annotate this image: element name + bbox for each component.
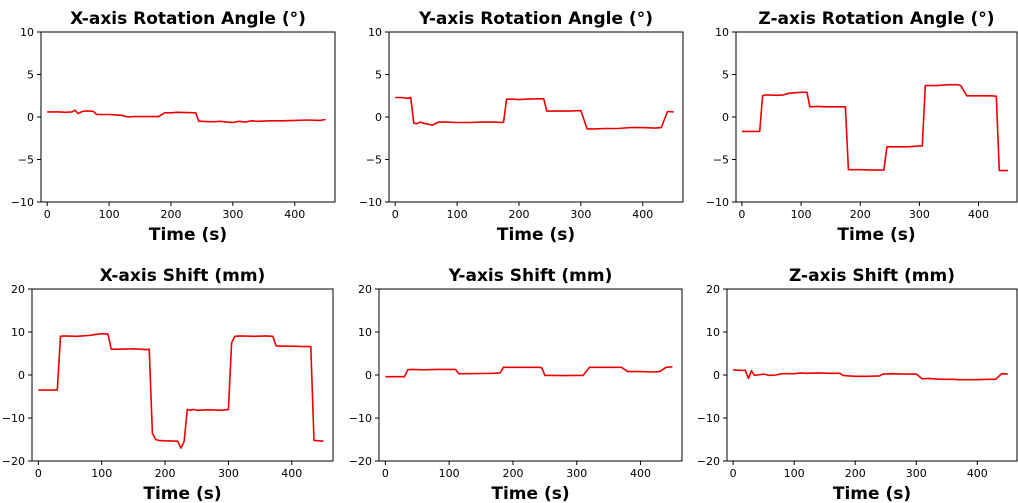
x-axis-label: Time (s) (497, 225, 575, 245)
x-tick-label: 300 (222, 208, 243, 221)
y-tick-label: 10 (368, 26, 382, 39)
x-tick-label: 100 (91, 467, 112, 480)
plot-frame (378, 288, 683, 462)
x-axis-label: Time (s) (491, 484, 569, 503)
y-tick-label: −10 (349, 412, 372, 425)
x-tick-label: 400 (968, 208, 989, 221)
data-line-series-0 (47, 109, 326, 124)
y-tick-label: 0 (375, 111, 382, 124)
chart-panel-3: X-axis Shift (mm) 0 100 200 300 400 −20 −10 0 10 2… (2, 266, 334, 503)
chart-title: Z-axis Rotation Angle (°) (758, 9, 994, 29)
y-tick-label: −20 (2, 455, 25, 468)
x-tick-label: 300 (218, 467, 239, 480)
chart-title: Y-axis Shift (mm) (448, 266, 613, 286)
y-tick-label: −10 (359, 196, 382, 209)
chart-panel-0: X-axis Rotation Angle (°)0 100 200 300 400−1… (11, 9, 336, 245)
y-tick-label: −5 (18, 154, 34, 167)
y-tick-label: 20 (706, 283, 720, 296)
x-tick-label: 200 (502, 467, 523, 480)
x-axis-label: Time (s) (149, 225, 227, 245)
x-tick-label: 200 (155, 467, 176, 480)
x-tick-label: 0 (44, 208, 51, 221)
data-line-series-0 (38, 332, 324, 449)
x-axis-label: Time (s) (837, 225, 915, 245)
x-tick-label: 400 (284, 208, 305, 221)
y-tick-label: 0 (713, 369, 720, 382)
x-tick-label: 0 (382, 467, 389, 480)
x-tick-label: 100 (447, 208, 468, 221)
y-tick-label: −10 (2, 412, 25, 425)
y-tick-label: 10 (715, 26, 729, 39)
y-tick-label: −5 (366, 154, 382, 167)
y-tick-label: 20 (358, 283, 372, 296)
chart-title: X-axis Rotation Angle (°) (70, 9, 306, 29)
x-tick-label: 400 (630, 467, 651, 480)
chart-panel-5: Z-axis Shift (mm) 0 100 200 300 400 −20 −10 0 10 2… (697, 266, 1018, 503)
x-tick-label: 300 (566, 467, 587, 480)
y-tick-label: 20 (11, 283, 25, 296)
y-tick-label: −10 (697, 412, 720, 425)
y-tick-label: −20 (697, 455, 720, 468)
x-tick-label: 100 (439, 467, 460, 480)
y-tick-label: 0 (27, 111, 34, 124)
x-tick-label: 400 (632, 208, 653, 221)
data-line-series-0 (741, 83, 1009, 172)
y-tick-label: 0 (722, 111, 729, 124)
x-tick-label: 300 (909, 208, 930, 221)
x-tick-label: 0 (730, 467, 737, 480)
x-tick-label: 200 (160, 208, 181, 221)
y-tick-label: −5 (713, 154, 729, 167)
y-tick-label: 0 (18, 369, 25, 382)
y-tick-label: 0 (365, 369, 372, 382)
y-tick-label: −10 (706, 196, 729, 209)
data-line-series-0 (385, 366, 673, 378)
plot-frame (735, 31, 1018, 203)
x-tick-label: 100 (99, 208, 120, 221)
y-tick-label: 5 (722, 69, 729, 82)
y-tick-label: 10 (358, 326, 372, 339)
chart-title: Z-axis Shift (mm) (789, 266, 955, 286)
x-axis-label: Time (s) (833, 484, 911, 503)
y-tick-label: −20 (349, 455, 372, 468)
plot-frame (388, 31, 684, 203)
x-tick-label: 300 (906, 467, 927, 480)
x-tick-label: 200 (845, 467, 866, 480)
x-tick-label: 200 (508, 208, 529, 221)
x-tick-label: 0 (35, 467, 42, 480)
chart-title: Y-axis Rotation Angle (°) (418, 9, 653, 29)
data-line-series-0 (395, 96, 674, 130)
plot-frame (40, 31, 336, 203)
x-tick-label: 0 (738, 208, 745, 221)
x-tick-label: 100 (784, 467, 805, 480)
x-tick-label: 400 (281, 467, 302, 480)
chart-panel-2: Z-axis Rotation Angle (°)0 100 200 300 400−1… (706, 9, 1018, 245)
y-tick-label: 5 (375, 69, 382, 82)
x-tick-label: 200 (850, 208, 871, 221)
data-line-series-0 (733, 369, 1008, 381)
x-tick-label: 0 (392, 208, 399, 221)
chart-panel-4: Y-axis Shift (mm) 0 100 200 300 400 −20 −10 0 10 2… (349, 266, 683, 503)
y-tick-label: 10 (706, 326, 720, 339)
y-tick-label: −10 (11, 196, 34, 209)
x-tick-label: 300 (570, 208, 591, 221)
x-tick-label: 100 (791, 208, 812, 221)
y-tick-label: 5 (27, 69, 34, 82)
chart-title: X-axis Shift (mm) (100, 266, 266, 286)
y-tick-label: 10 (20, 26, 34, 39)
x-axis-label: Time (s) (143, 484, 221, 503)
chart-panel-1: Y-axis Rotation Angle (°)0 100 200 300 400−1… (359, 9, 684, 245)
plot-frame (31, 288, 334, 462)
x-tick-label: 400 (967, 467, 988, 480)
y-tick-label: 10 (11, 326, 25, 339)
